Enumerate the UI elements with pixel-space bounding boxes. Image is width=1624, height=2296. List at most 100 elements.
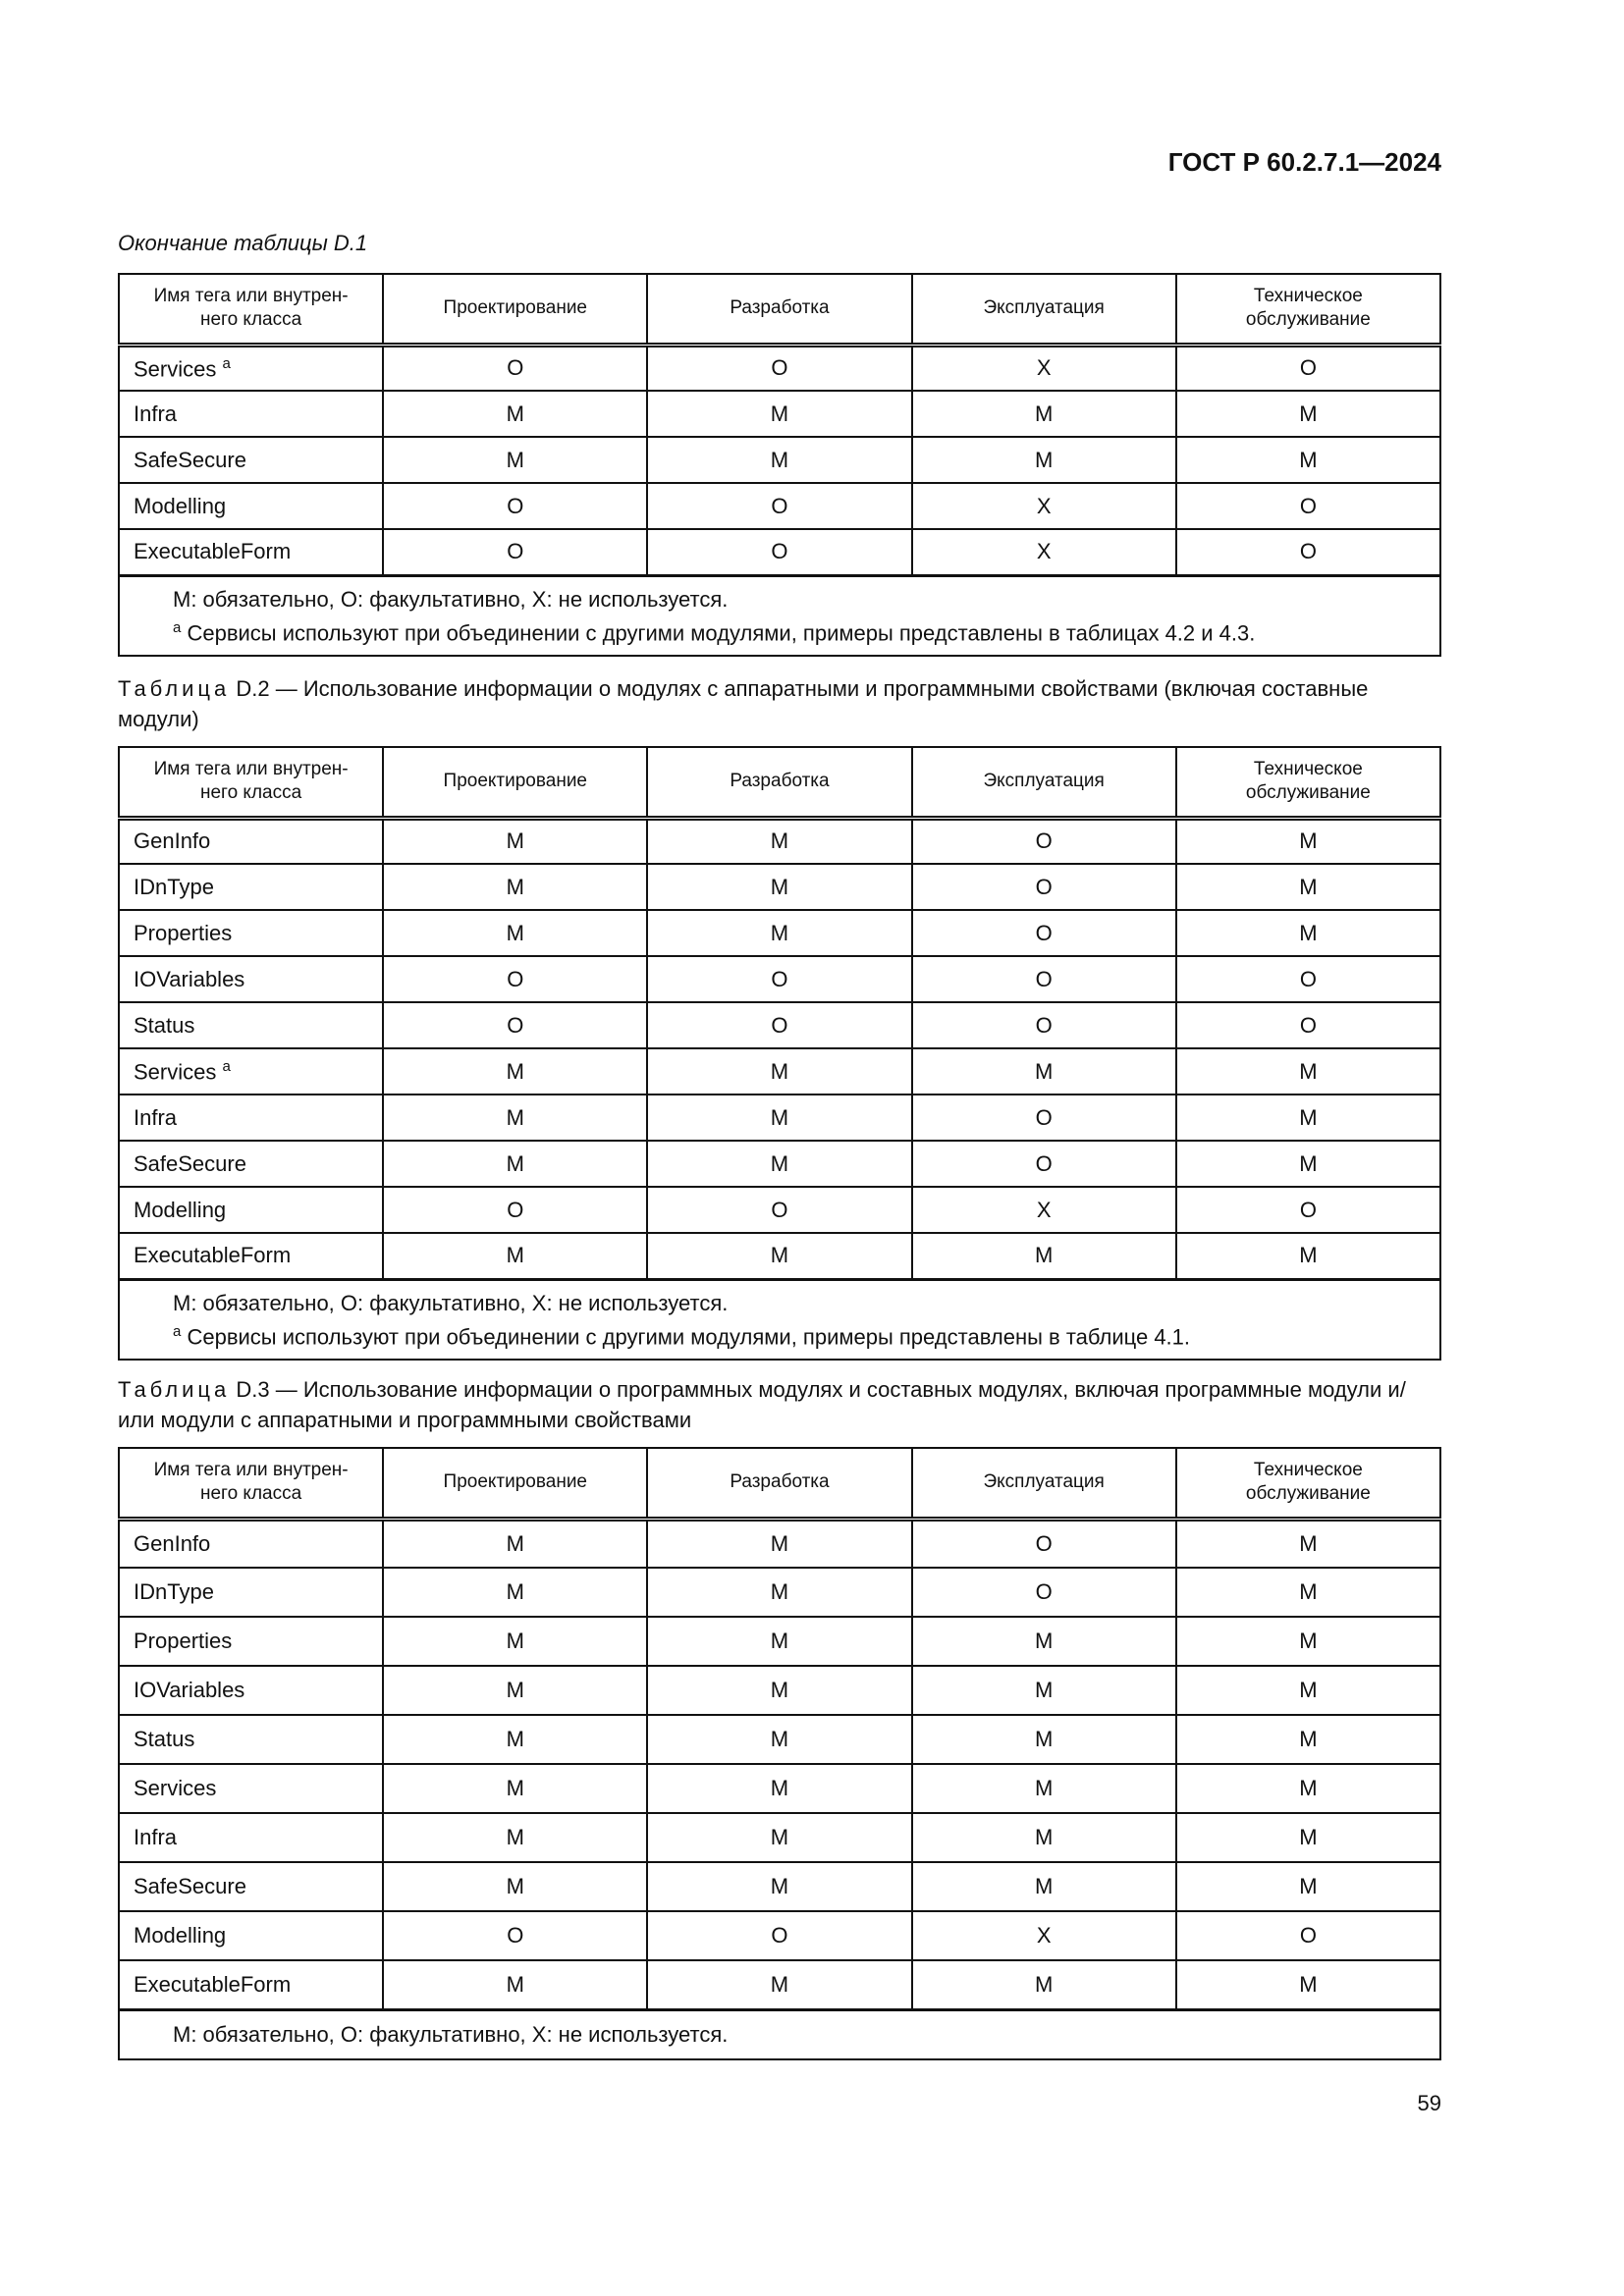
tag-name: Status — [134, 1012, 195, 1038]
usage-value-cell: O — [646, 955, 913, 1003]
table-note: M: обязательно, O: факультативно, X: не … — [173, 585, 1439, 614]
tag-name-cell: IOVariables — [117, 955, 385, 1003]
usage-value-cell: M — [910, 1959, 1177, 2010]
usage-value-cell: M — [646, 1567, 913, 1618]
tag-name: Services — [134, 1776, 217, 1800]
document-id: ГОСТ Р 60.2.7.1—2024 — [1167, 147, 1441, 177]
tag-name: IOVariables — [134, 966, 245, 991]
usage-value-cell: O — [382, 482, 649, 530]
table-row: IOVariables O O O O — [117, 955, 1442, 1003]
footnote-mark: a — [173, 618, 182, 636]
column-header-line: Имя тега или внутрен- — [153, 286, 349, 307]
column-header: Разработка — [646, 1447, 913, 1520]
usage-value-cell: O — [910, 817, 1177, 865]
tag-name-cell: Infra — [117, 1094, 385, 1142]
tag-name-cell: Modelling — [117, 1186, 385, 1234]
tag-name-cell: ExecutableForm — [117, 1959, 385, 2010]
table-row: Modelling O O X O — [117, 1910, 1442, 1961]
usage-value-cell: M — [1174, 1959, 1442, 2010]
usage-value-cell: M — [646, 1047, 913, 1095]
footnote-mark: a — [222, 1057, 231, 1075]
column-header-line: обслуживание — [1245, 782, 1371, 804]
tag-name-cell: IOVariables — [117, 1665, 385, 1716]
tag-name: Modelling — [134, 1197, 227, 1222]
column-header-line: него класса — [200, 1483, 302, 1505]
table-row: Status O O O O — [117, 1001, 1442, 1049]
table-row: SafeSecure M M M M — [117, 436, 1442, 484]
note-text: Сервисы используют при объединении с дру… — [187, 619, 1256, 645]
usage-value-cell: M — [1174, 863, 1442, 911]
column-header-line: Имя тега или внутрен- — [153, 1460, 349, 1481]
table-row: SafeSecure M M M M — [117, 1861, 1442, 1912]
column-header: Техническое обслуживание — [1174, 1447, 1442, 1520]
table-row: ExecutableForm M M M M — [117, 1959, 1442, 2010]
tag-name: Properties — [134, 920, 233, 945]
usage-value-cell: O — [910, 1001, 1177, 1049]
column-header: Разработка — [646, 746, 913, 819]
tag-name: GenInfo — [134, 828, 211, 854]
usage-value-cell: M — [1174, 1665, 1442, 1716]
note-text: M: обязательно, O: факультативно, X: не … — [173, 1290, 729, 1315]
table-row: ExecutableForm M M M M — [117, 1232, 1442, 1280]
column-header-line: Разработка — [730, 771, 830, 792]
column-header: Проектирование — [382, 1447, 649, 1520]
column-header: Техническое обслуживание — [1174, 273, 1442, 346]
usage-value-cell: M — [910, 390, 1177, 438]
column-header: Эксплуатация — [910, 1447, 1177, 1520]
note-text: Сервисы используют при объединении с дру… — [187, 1323, 1191, 1349]
footnote-mark: a — [222, 354, 231, 372]
column-header: Имя тега или внутрен-него класса — [117, 1447, 385, 1520]
usage-value-cell: X — [910, 1910, 1177, 1961]
usage-value-cell: M — [910, 1047, 1177, 1095]
usage-value-cell: M — [1174, 1567, 1442, 1618]
usage-value-cell: M — [646, 909, 913, 957]
tag-name: IDnType — [134, 1579, 214, 1604]
table-caption: Таблица D.3 — Использование информации о… — [118, 1374, 1441, 1435]
column-header-line: Техническое — [1253, 286, 1363, 307]
usage-value-cell: M — [1174, 1714, 1442, 1765]
usage-value-cell: M — [1174, 1047, 1442, 1095]
usage-value-cell: O — [1174, 1001, 1442, 1049]
page-number: 59 — [1417, 2091, 1441, 2115]
table-caption-prefix: Таблица — [118, 1377, 231, 1402]
column-header-line: Разработка — [730, 297, 830, 319]
column-header-line: Проектирование — [443, 1471, 587, 1493]
usage-value-cell: M — [1174, 1616, 1442, 1667]
usage-value-cell: M — [382, 1763, 649, 1814]
tag-name: SafeSecure — [134, 1874, 246, 1898]
usage-value-cell: M — [382, 1047, 649, 1095]
usage-value-cell: M — [382, 436, 649, 484]
usage-value-cell: M — [646, 1763, 913, 1814]
usage-value-cell: X — [910, 1186, 1177, 1234]
usage-value-cell: M — [382, 1232, 649, 1280]
usage-value-cell: M — [646, 863, 913, 911]
tag-name: ExecutableForm — [134, 539, 292, 564]
usage-value-cell: M — [382, 1959, 649, 2010]
usage-value-cell: M — [1174, 390, 1442, 438]
usage-table: Имя тега или внутрен-него класса Проектир… — [117, 1447, 1442, 2060]
usage-value-cell: M — [382, 390, 649, 438]
usage-value-cell: X — [910, 482, 1177, 530]
table-notes: M: обязательно, O: факультативно, X: не … — [118, 1277, 1441, 1361]
tag-name: Services — [134, 355, 217, 381]
usage-value-cell: O — [910, 955, 1177, 1003]
usage-value-cell: O — [910, 909, 1177, 957]
column-header: Имя тега или внутрен-него класса — [117, 273, 385, 346]
tag-name-cell: SafeSecure — [117, 1140, 385, 1188]
tag-name-cell: Properties — [117, 909, 385, 957]
usage-value-cell: M — [1174, 817, 1442, 865]
usage-value-cell: M — [646, 1232, 913, 1280]
tag-name-cell: GenInfo — [117, 817, 385, 865]
usage-value-cell: M — [646, 1959, 913, 2010]
table-row: Modelling O O X O — [117, 1186, 1442, 1234]
usage-value-cell: M — [910, 1812, 1177, 1863]
usage-value-cell: M — [382, 817, 649, 865]
usage-value-cell: M — [646, 1518, 913, 1569]
usage-value-cell: M — [1174, 1140, 1442, 1188]
usage-value-cell: O — [1174, 1186, 1442, 1234]
column-header: Техническое обслуживание — [1174, 746, 1442, 819]
usage-value-cell: M — [382, 909, 649, 957]
table-caption-text: D.2 — Использование информации о модулях… — [118, 676, 1369, 731]
usage-value-cell: O — [382, 1910, 649, 1961]
usage-value-cell: M — [1174, 909, 1442, 957]
